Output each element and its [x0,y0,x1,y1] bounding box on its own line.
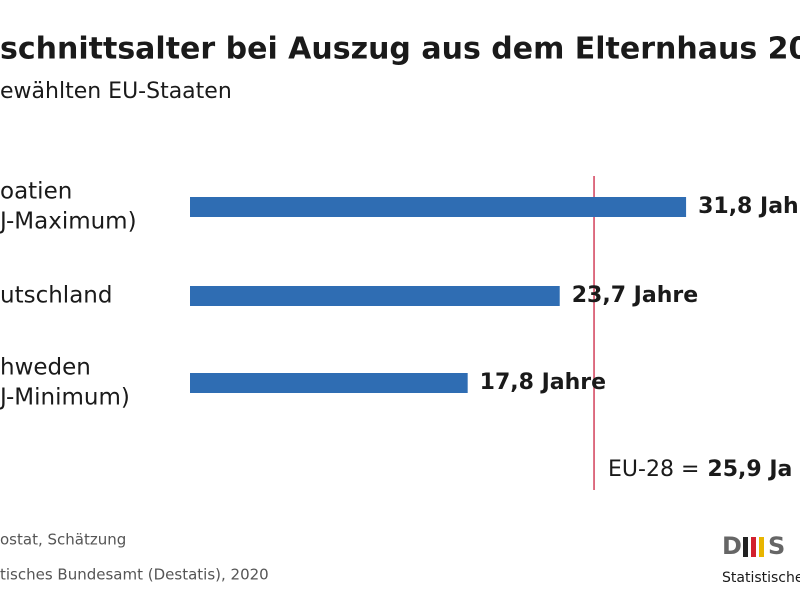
logo-letter: D [722,532,742,560]
bar [190,286,560,306]
category-label: oatien [0,179,72,205]
bar [190,197,687,217]
category-label: J-Maximum) [0,209,137,235]
reference-label: EU-28 = [608,457,699,482]
logo-stripe [743,537,748,557]
category-label: hweden [0,355,91,381]
value-label: 23,7 Jahre [572,283,698,308]
logo-letter: S [768,532,785,560]
logo-stripe [759,537,764,557]
category-label: J-Minimum) [0,385,130,411]
bar [190,373,468,393]
chart-subtitle: ewählten EU-Staaten [0,79,232,104]
logo-text: Statistische [722,570,800,586]
logo: D S Statistische [722,532,800,586]
source-line: tisches Bundesamt (Destatis), 2020 [0,566,269,584]
value-label: 31,8 Jah [698,194,799,219]
chart-title: schnittsalter bei Auszug aus dem Elternh… [0,32,800,67]
reference-value-label: 25,9 Ja [707,457,792,482]
value-label: 17,8 Jahre [480,370,606,395]
logo-stripe [751,537,756,557]
category-label: utschland [0,283,112,309]
source-line: ostat, Schätzung [0,531,126,549]
